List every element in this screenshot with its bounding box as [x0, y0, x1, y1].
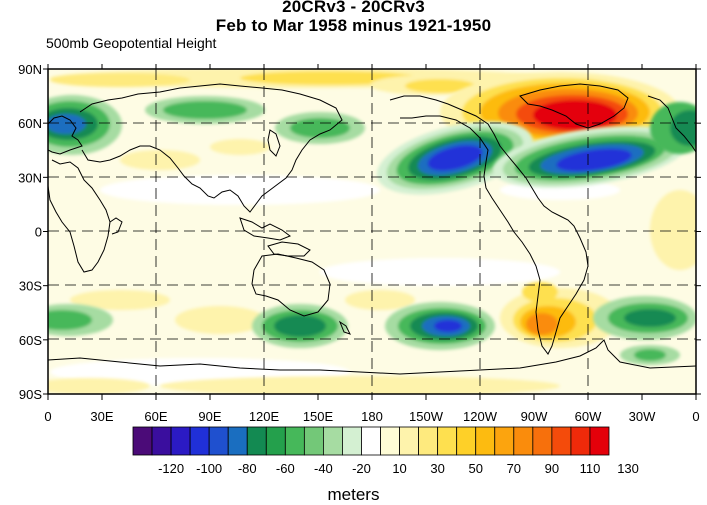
lon-label: 90W — [521, 409, 548, 424]
colorbar-label: -80 — [238, 461, 257, 476]
colorbar-label: 50 — [468, 461, 482, 476]
lat-tick-labels: 90N 60N 30N 0 30S 60S 90S — [18, 62, 42, 402]
map-field — [48, 69, 696, 394]
colorbar-swatch — [475, 426, 496, 456]
colorbar-swatch — [532, 426, 553, 456]
colorbar-label: 30 — [430, 461, 444, 476]
colorbar-swatch — [551, 426, 572, 456]
colorbar-swatch — [380, 426, 400, 456]
colorbar-swatch — [284, 426, 305, 456]
lon-label: 90E — [198, 409, 221, 424]
lat-label: 90S — [19, 387, 42, 402]
lon-label: 60W — [575, 409, 602, 424]
colorbar — [132, 426, 610, 456]
colorbar-swatch — [494, 426, 515, 456]
lon-label: 120W — [463, 409, 498, 424]
colorbar-swatch — [570, 426, 591, 456]
colorbar-label: -100 — [196, 461, 222, 476]
colorbar-swatch — [361, 426, 381, 456]
lat-label: 30N — [18, 170, 42, 185]
lon-label: 180 — [361, 409, 383, 424]
lon-label: 30W — [629, 409, 656, 424]
title-line1: 20CRv3 - 20CRv3 — [282, 0, 425, 16]
colorbar-units: meters — [327, 485, 380, 504]
lat-label: 90N — [18, 62, 42, 77]
colorbar-swatch — [399, 426, 419, 456]
colorbar-swatch — [170, 426, 191, 456]
colorbar-label: 90 — [545, 461, 559, 476]
lon-tick-labels: 0 30E 60E 90E 120E 150E 180 150W 120W 90W 60W 30W 0 — [44, 409, 699, 424]
lat-label: 60S — [19, 333, 42, 348]
coastlines — [48, 83, 696, 375]
lat-label: 0 — [35, 225, 42, 240]
lat-label: 60N — [18, 116, 42, 131]
lat-label: 30S — [19, 279, 42, 294]
colorbar-swatch — [342, 426, 362, 456]
colorbar-swatch — [437, 426, 458, 456]
lon-label: 30E — [90, 409, 113, 424]
lon-label: 0 — [692, 409, 699, 424]
lon-label: 150W — [409, 409, 444, 424]
colorbar-swatch — [303, 426, 324, 456]
lon-label: 150E — [303, 409, 334, 424]
colorbar-swatch — [322, 426, 343, 456]
colorbar-swatch — [208, 426, 229, 456]
axis-ticks — [43, 64, 701, 400]
colorbar-label: 10 — [392, 461, 406, 476]
colorbar-label: -40 — [314, 461, 333, 476]
colorbar-label: 130 — [617, 461, 639, 476]
title-line2: Feb to Mar 1958 minus 1921-1950 — [215, 16, 492, 35]
lon-label: 60E — [144, 409, 167, 424]
colorbar-swatch — [132, 426, 153, 456]
colorbar-label: -60 — [276, 461, 295, 476]
subtitle: 500mb Geopotential Height — [46, 35, 217, 51]
colorbar-label: -20 — [352, 461, 371, 476]
gridlines — [48, 69, 696, 394]
colorbar-swatch — [227, 426, 248, 456]
lon-label: 120E — [249, 409, 280, 424]
colorbar-swatch — [265, 426, 286, 456]
colorbar-label: -120 — [158, 461, 184, 476]
lon-label: 0 — [44, 409, 51, 424]
colorbar-swatch — [513, 426, 534, 456]
colorbar-swatch — [456, 426, 477, 456]
colorbar-swatch — [151, 426, 172, 456]
colorbar-swatch — [418, 426, 439, 456]
colorbar-label: 70 — [507, 461, 521, 476]
colorbar-labels: -120 -100 -80 -60 -40 -20 10 30 50 70 90 110 130 — [158, 461, 639, 476]
colorbar-swatch — [189, 426, 210, 456]
colorbar-swatch — [589, 426, 610, 456]
colorbar-swatch — [246, 426, 267, 456]
colorbar-label: 110 — [580, 461, 601, 476]
